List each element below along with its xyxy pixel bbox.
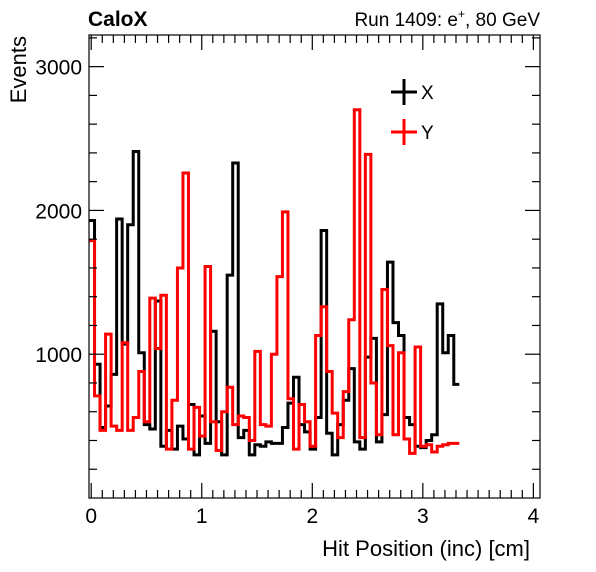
- y-tick-label: 1000: [35, 344, 82, 367]
- legend-label: Y: [421, 123, 434, 144]
- plot-border: [88, 34, 541, 499]
- run-label-suffix: , 80 GeV: [465, 10, 540, 31]
- series-layer: [89, 108, 460, 457]
- legend-entry-y: Y: [391, 119, 434, 145]
- experiment-label: CaloX: [88, 8, 148, 31]
- plot-frame: [88, 34, 541, 499]
- legend: XY: [391, 79, 434, 145]
- series-x-line: [89, 149, 460, 457]
- run-label-sup: +: [458, 7, 465, 21]
- x-tick-label: 4: [528, 505, 540, 528]
- x-tick-label: 0: [85, 505, 97, 528]
- x-axis-title: Hit Position (inc) [cm]: [322, 536, 530, 561]
- y-axis-title: Events: [6, 36, 31, 103]
- series-y-line: [89, 108, 460, 455]
- legend-entry-x: X: [391, 79, 434, 105]
- y-tick-label: 2000: [35, 200, 82, 223]
- y-tick-label: 3000: [35, 57, 82, 80]
- axis-ticks: 0 1 2 3 4 1000 2000 3000: [35, 35, 540, 528]
- x-tick-label: 3: [417, 505, 429, 528]
- x-tick-label: 2: [306, 505, 318, 528]
- x-tick-label: 1: [196, 505, 208, 528]
- legend-label: X: [421, 83, 434, 104]
- run-label-text: Run 1409: e: [354, 10, 458, 31]
- run-label: Run 1409: e+, 80 GeV: [354, 7, 540, 31]
